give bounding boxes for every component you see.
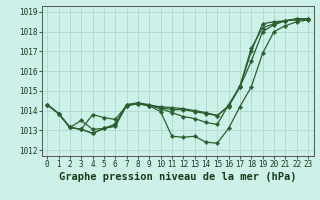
X-axis label: Graphe pression niveau de la mer (hPa): Graphe pression niveau de la mer (hPa) bbox=[59, 172, 296, 182]
